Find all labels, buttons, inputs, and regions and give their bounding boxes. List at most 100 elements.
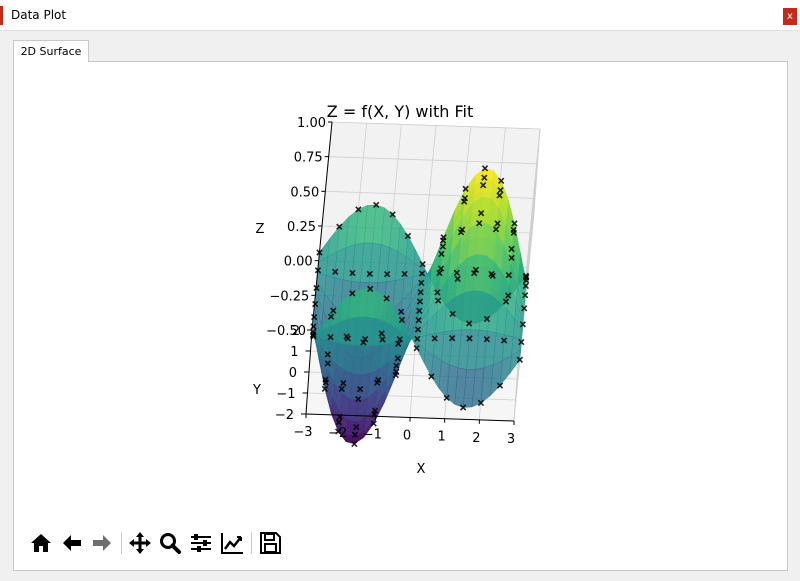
magnifier-icon	[160, 533, 181, 554]
scatter-point	[379, 336, 386, 343]
scatter-point	[393, 362, 400, 369]
scatter-point	[457, 229, 465, 236]
app-icon	[0, 6, 3, 25]
scatter-point	[449, 335, 456, 342]
scatter-point	[398, 316, 406, 324]
scatter-point	[397, 308, 405, 315]
scatter-point	[415, 317, 422, 324]
forward-button[interactable]	[89, 530, 115, 556]
scatter-point	[367, 285, 374, 293]
scatter-point	[355, 206, 362, 213]
scatter-point	[370, 420, 377, 427]
z-axis-label: Z	[256, 222, 265, 237]
z-tick-label: 0.00	[284, 255, 313, 270]
scatter-point	[477, 399, 485, 407]
y-tick-label: 0	[289, 366, 297, 381]
scatter-point	[389, 211, 396, 218]
toolbar-separator	[251, 532, 252, 554]
scatter-point	[327, 313, 335, 320]
x-tick-label: −2	[328, 426, 347, 441]
scatter-point	[460, 198, 468, 205]
window-titlebar: Data Plot x	[0, 0, 800, 31]
scatter-point	[414, 326, 422, 333]
x-tick-label: −3	[293, 425, 312, 440]
scatter-point	[383, 270, 391, 278]
x-tick-label: 0	[403, 429, 411, 444]
scatter-point	[454, 275, 461, 283]
scatter-point	[340, 379, 347, 387]
surface-mesh	[312, 168, 527, 445]
z-tick-label: 0.25	[287, 220, 316, 235]
back-button[interactable]	[59, 530, 85, 556]
close-button[interactable]: x	[783, 8, 797, 25]
scatter-point	[459, 404, 467, 411]
pan-button[interactable]	[127, 530, 153, 556]
z-tick-label: −0.50	[266, 324, 306, 339]
scatter-point	[476, 220, 483, 227]
scatter-point	[321, 385, 329, 393]
scatter-point	[373, 201, 380, 209]
scatter-point	[351, 440, 358, 448]
home-button[interactable]	[28, 530, 54, 556]
scatter-point	[437, 265, 445, 272]
scatter-point	[520, 305, 528, 312]
scatter-point	[343, 333, 350, 340]
scatter-point	[522, 272, 530, 279]
scatter-point	[488, 270, 495, 278]
z-tick-label: 0.50	[290, 185, 319, 200]
edit-axis-button[interactable]	[219, 530, 245, 556]
scatter-point	[505, 271, 512, 279]
scatter-point	[324, 360, 331, 367]
scatter-point	[434, 289, 441, 296]
scatter-point	[522, 292, 529, 299]
scatter-point	[516, 356, 524, 363]
scatter-point	[414, 335, 421, 342]
save-button[interactable]	[257, 530, 283, 556]
scatter-point	[383, 295, 390, 302]
x-tick-label: 2	[472, 431, 480, 446]
scatter-point	[477, 210, 485, 217]
scatter-point	[366, 270, 373, 278]
plot-panel: Z = f(X, Y) with Fit −3 −2 −1 0 1 2 3 2 1 0 −1 −2 1.…	[13, 61, 788, 571]
scatter-point	[324, 351, 331, 358]
x-tick-label: 3	[507, 432, 515, 447]
scatter-point	[355, 395, 362, 403]
line-chart-icon	[221, 533, 243, 554]
z-tick-label: 0.75	[294, 151, 323, 166]
scatter-point	[417, 289, 424, 296]
scatter-point	[335, 428, 342, 435]
scatter-point	[502, 298, 510, 305]
scatter-point	[435, 297, 442, 304]
scatter-point	[356, 385, 364, 393]
scatter-point	[322, 376, 329, 383]
scatter-point	[416, 307, 423, 314]
scatter-point	[465, 320, 473, 327]
scatter-point	[419, 261, 426, 268]
x-tick-label: −1	[363, 427, 382, 442]
scatter-point	[416, 298, 424, 305]
scatter-point	[481, 165, 489, 172]
scatter-point	[394, 355, 401, 362]
floppy-disk-icon	[260, 532, 281, 554]
sliders-icon	[191, 534, 211, 552]
tab-2d-surface[interactable]: 2D Surface	[13, 40, 89, 62]
scatter-markers	[309, 165, 530, 448]
scatter-point	[335, 418, 343, 426]
configure-subplots-button[interactable]	[188, 530, 214, 556]
x-axis-label: X	[417, 462, 426, 477]
scatter-point	[360, 339, 367, 346]
window-title: Data Plot	[11, 8, 67, 22]
scatter-point	[522, 282, 530, 290]
scatter-point	[404, 232, 412, 240]
arrow-left-icon	[63, 535, 81, 551]
scatter-point	[428, 373, 435, 380]
scatter-point	[396, 336, 404, 343]
surface-plot-3d[interactable]: Z = f(X, Y) with Fit −3 −2 −1 0 1 2 3 2 1 0 −1 −2 1.…	[14, 62, 787, 570]
x-tick-label: 1	[438, 430, 446, 445]
scatter-point	[349, 269, 356, 277]
scatter-point	[518, 338, 525, 346]
scatter-point	[505, 292, 512, 299]
zoom-button[interactable]	[157, 530, 183, 556]
scatter-point	[497, 187, 504, 194]
scatter-point	[439, 237, 447, 244]
